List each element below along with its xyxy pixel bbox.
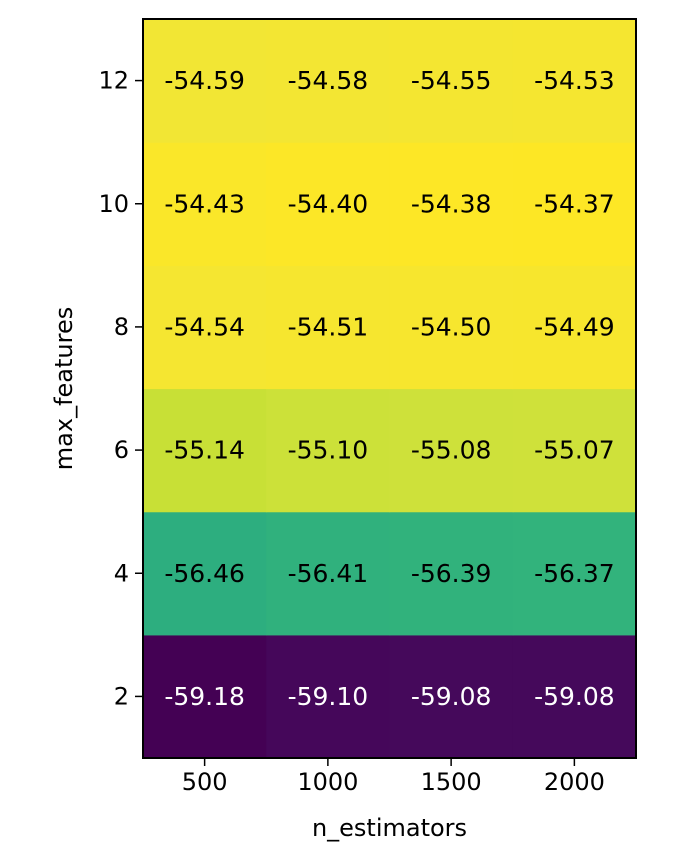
cell-value-label: -54.59 xyxy=(164,66,245,95)
heatmap-cell xyxy=(512,265,637,390)
heatmap-cell xyxy=(266,634,391,759)
x-tick-label: 1000 xyxy=(297,768,358,796)
heatmap-cell xyxy=(512,142,637,266)
heatmap-cell xyxy=(266,511,391,636)
heatmap-cell xyxy=(266,19,391,143)
heatmap-cell xyxy=(512,634,637,759)
heatmap-cell xyxy=(143,142,267,266)
x-axis-label: n_estimators xyxy=(312,814,467,842)
cell-value-label: -54.38 xyxy=(411,189,492,218)
cell-value-label: -59.08 xyxy=(534,682,615,711)
heatmap-cell xyxy=(512,388,637,513)
heatmap-cell xyxy=(266,388,391,513)
cell-value-label: -54.55 xyxy=(411,66,492,95)
cell-value-label: -54.49 xyxy=(534,312,615,341)
x-axis-ticks: 500 1000 1500 2000 xyxy=(182,758,605,796)
cell-value-label: -54.37 xyxy=(534,189,615,218)
heatmap-cell xyxy=(143,511,267,636)
heatmap-cells xyxy=(143,19,637,759)
cell-value-label: -54.40 xyxy=(288,189,369,218)
x-tick-label: 500 xyxy=(182,768,228,796)
heatmap-cell xyxy=(389,142,514,266)
cell-value-label: -54.54 xyxy=(164,312,245,341)
cell-value-label: -56.39 xyxy=(411,559,492,588)
y-tick-label: 6 xyxy=(114,436,129,464)
heatmap-cell xyxy=(512,511,637,636)
heatmap-cell xyxy=(143,388,267,513)
cell-value-label: -55.07 xyxy=(534,436,615,465)
y-tick-label: 12 xyxy=(98,67,129,95)
heatmap-cell xyxy=(389,265,514,390)
heatmap-cell xyxy=(389,388,514,513)
cell-value-label: -54.53 xyxy=(534,66,615,95)
cell-value-label: -56.41 xyxy=(288,559,369,588)
cell-value-label: -54.50 xyxy=(411,312,492,341)
cell-value-label: -55.14 xyxy=(164,436,245,465)
cell-value-label: -55.10 xyxy=(288,436,369,465)
y-tick-label: 10 xyxy=(98,190,129,218)
x-tick-label: 1500 xyxy=(421,768,482,796)
cell-value-label: -59.10 xyxy=(288,682,369,711)
y-tick-label: 8 xyxy=(114,313,129,341)
cell-value-label: -55.08 xyxy=(411,436,492,465)
heatmap-cell xyxy=(512,19,637,143)
cell-value-label: -54.58 xyxy=(288,66,369,95)
heatmap-cell xyxy=(143,634,267,759)
heatmap-cell xyxy=(389,511,514,636)
heatmap-cell xyxy=(266,265,391,390)
heatmap-cell xyxy=(266,142,391,266)
plot-frame xyxy=(142,18,637,759)
heatmap-cell xyxy=(143,19,267,143)
y-axis-ticks: 2 4 6 8 10 12 xyxy=(98,67,143,710)
heatmap-cell xyxy=(143,265,267,390)
heatmap-cell-labels: -59.18 -59.10 -59.08 -59.08 -56.46 -56.41 -56.… xyxy=(164,66,614,711)
heatmap-cell xyxy=(389,634,514,759)
y-tick-label: 2 xyxy=(114,682,129,710)
cell-value-label: -56.46 xyxy=(164,559,245,588)
cell-value-label: -54.51 xyxy=(288,312,369,341)
x-tick-label: 2000 xyxy=(544,768,605,796)
cell-value-label: -59.08 xyxy=(411,682,492,711)
cell-value-label: -59.18 xyxy=(164,682,245,711)
y-tick-label: 4 xyxy=(114,559,129,587)
cell-value-label: -54.43 xyxy=(164,189,245,218)
cell-value-label: -56.37 xyxy=(534,559,615,588)
y-axis-label: max_features xyxy=(50,307,78,470)
heatmap-cell xyxy=(389,19,514,143)
